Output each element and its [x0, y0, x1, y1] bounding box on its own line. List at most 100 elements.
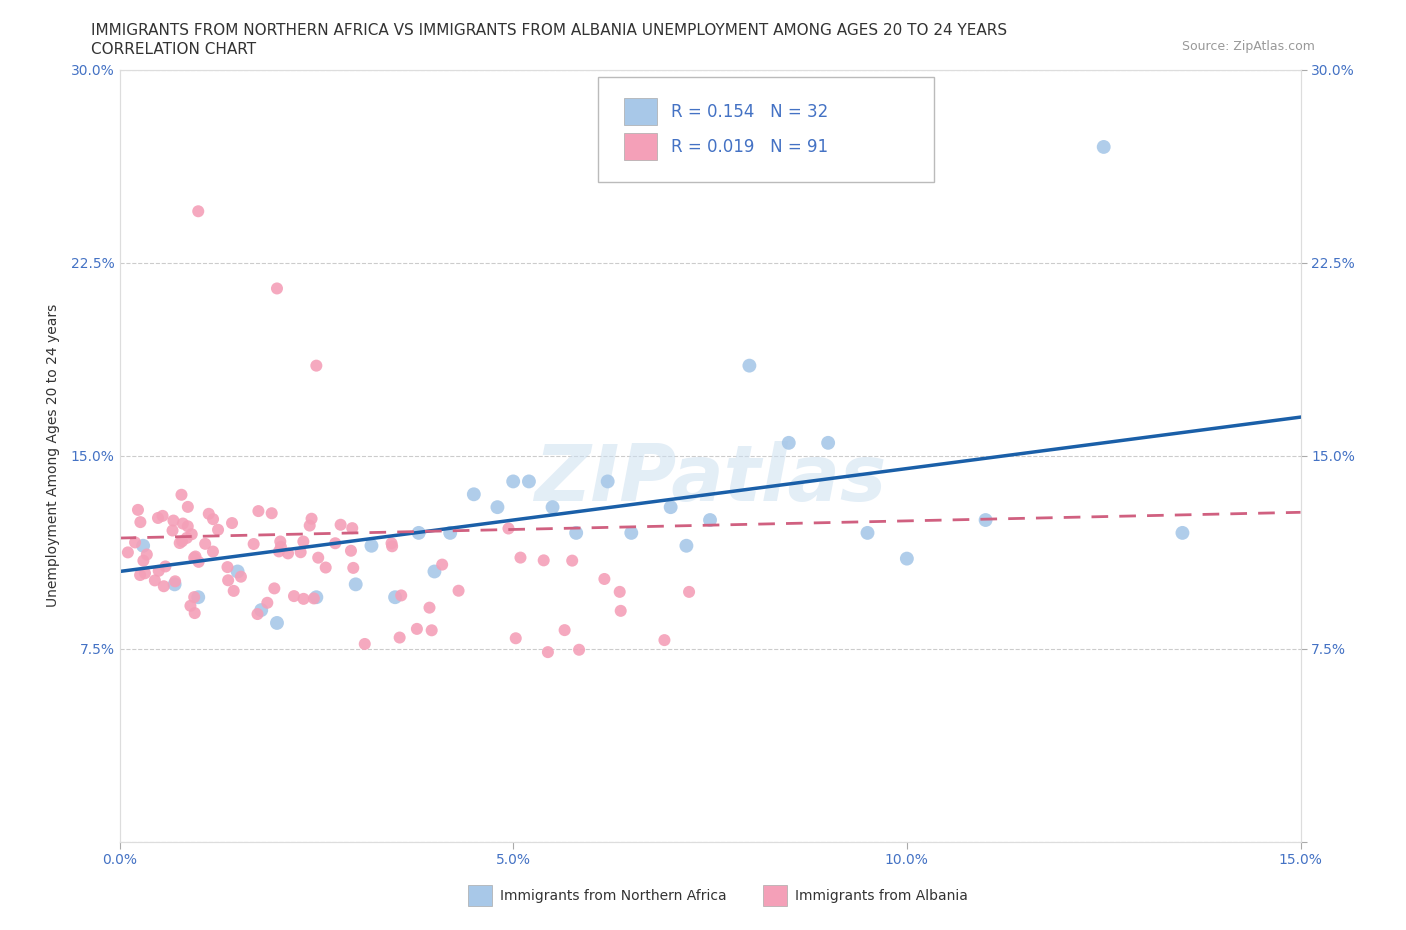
Point — [561, 553, 583, 568]
Point — [389, 588, 412, 603]
FancyBboxPatch shape — [598, 77, 935, 181]
Point — [260, 506, 283, 521]
Text: Immigrants from Northern Africa: Immigrants from Northern Africa — [499, 889, 727, 903]
Point — [301, 512, 323, 526]
Point — [1092, 140, 1115, 154]
Point — [202, 512, 225, 526]
Point — [177, 519, 200, 534]
Point — [305, 358, 328, 373]
Point — [323, 536, 346, 551]
Point — [124, 535, 146, 550]
Point — [380, 536, 402, 551]
Point — [135, 547, 157, 562]
Point — [134, 565, 156, 580]
Point — [217, 573, 239, 588]
Point — [162, 513, 184, 528]
Point — [360, 538, 382, 553]
Point — [568, 643, 591, 658]
Point — [620, 525, 643, 540]
Point — [267, 544, 290, 559]
Point — [183, 605, 205, 620]
Point — [172, 534, 194, 549]
Point — [554, 623, 576, 638]
Point — [242, 537, 264, 551]
Point — [226, 564, 249, 578]
Point — [129, 567, 152, 582]
Point — [502, 474, 524, 489]
Point — [176, 530, 198, 545]
Point — [609, 604, 631, 618]
Text: Immigrants from Albania: Immigrants from Albania — [794, 889, 967, 903]
Bar — [763, 884, 787, 907]
Point — [179, 598, 201, 613]
Point — [152, 509, 174, 524]
Point — [127, 502, 149, 517]
Point — [486, 499, 509, 514]
Point — [221, 515, 243, 530]
Point — [292, 534, 315, 549]
Point — [129, 514, 152, 529]
Point — [463, 487, 485, 502]
Point — [517, 474, 540, 489]
Point — [187, 204, 209, 219]
Point — [329, 517, 352, 532]
Point — [197, 506, 219, 521]
Point — [277, 546, 299, 561]
Point — [229, 569, 252, 584]
Point — [537, 644, 560, 659]
Point — [152, 578, 174, 593]
Bar — [468, 884, 492, 907]
Point — [896, 551, 918, 566]
Point — [307, 551, 329, 565]
Point — [290, 545, 312, 560]
Point — [170, 487, 193, 502]
Point — [180, 526, 202, 541]
Point — [247, 504, 270, 519]
Point — [269, 534, 291, 549]
Point — [384, 590, 406, 604]
Point — [183, 551, 205, 565]
Point — [699, 512, 721, 527]
Point — [565, 525, 588, 540]
Point — [183, 590, 205, 604]
Point — [1171, 525, 1194, 540]
Point — [498, 521, 520, 536]
Point — [974, 512, 997, 527]
Point — [315, 560, 337, 575]
Point — [207, 523, 229, 538]
Point — [194, 537, 217, 551]
Point — [505, 631, 527, 645]
Point — [406, 621, 429, 636]
Point — [146, 511, 169, 525]
Point — [423, 564, 446, 578]
Point — [541, 499, 564, 514]
Point — [609, 584, 631, 599]
Point — [169, 536, 191, 551]
Point — [256, 595, 278, 610]
Point — [132, 553, 155, 568]
Point — [117, 545, 139, 560]
Point — [509, 551, 531, 565]
Point — [143, 573, 166, 588]
Point — [298, 518, 321, 533]
Point — [217, 560, 239, 575]
Point — [187, 554, 209, 569]
Text: R = 0.019   N = 91: R = 0.019 N = 91 — [671, 138, 828, 156]
Point — [342, 521, 364, 536]
Point — [165, 574, 187, 589]
Point — [738, 358, 761, 373]
Point — [246, 606, 269, 621]
Text: CORRELATION CHART: CORRELATION CHART — [91, 42, 256, 57]
Point — [302, 591, 325, 605]
Point — [132, 538, 155, 553]
Point — [266, 281, 288, 296]
Point — [155, 559, 177, 574]
Point — [659, 499, 682, 514]
Point — [678, 584, 700, 599]
Point — [533, 553, 555, 568]
Point — [263, 581, 285, 596]
Point — [305, 590, 328, 604]
Point — [344, 577, 367, 591]
Point — [381, 538, 404, 553]
Bar — [624, 133, 657, 160]
